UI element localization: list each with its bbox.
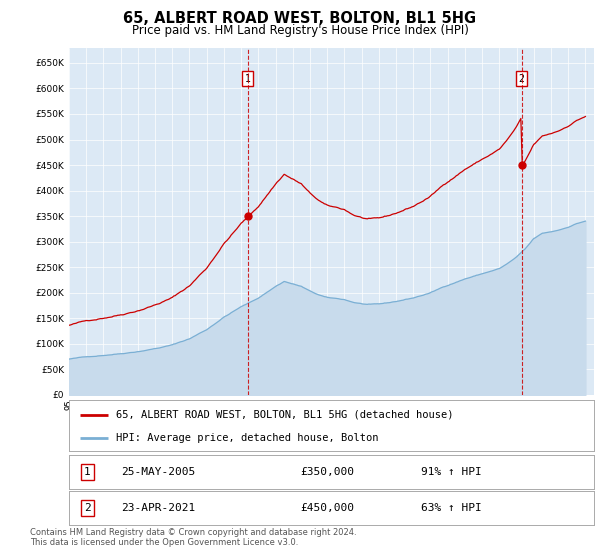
Text: Price paid vs. HM Land Registry's House Price Index (HPI): Price paid vs. HM Land Registry's House … <box>131 24 469 36</box>
Text: 2: 2 <box>84 503 91 513</box>
Text: 25-MAY-2005: 25-MAY-2005 <box>121 467 196 477</box>
Text: 1: 1 <box>245 74 251 84</box>
Text: £350,000: £350,000 <box>300 467 354 477</box>
Text: 91% ↑ HPI: 91% ↑ HPI <box>421 467 482 477</box>
Text: Contains HM Land Registry data © Crown copyright and database right 2024.
This d: Contains HM Land Registry data © Crown c… <box>30 528 356 547</box>
Text: 23-APR-2021: 23-APR-2021 <box>121 503 196 513</box>
Text: £450,000: £450,000 <box>300 503 354 513</box>
Text: 65, ALBERT ROAD WEST, BOLTON, BL1 5HG: 65, ALBERT ROAD WEST, BOLTON, BL1 5HG <box>124 11 476 26</box>
Text: 65, ALBERT ROAD WEST, BOLTON, BL1 5HG (detached house): 65, ALBERT ROAD WEST, BOLTON, BL1 5HG (d… <box>116 409 454 419</box>
Text: 2: 2 <box>519 74 524 84</box>
Text: 63% ↑ HPI: 63% ↑ HPI <box>421 503 482 513</box>
Text: HPI: Average price, detached house, Bolton: HPI: Average price, detached house, Bolt… <box>116 433 379 443</box>
Text: 1: 1 <box>84 467 91 477</box>
